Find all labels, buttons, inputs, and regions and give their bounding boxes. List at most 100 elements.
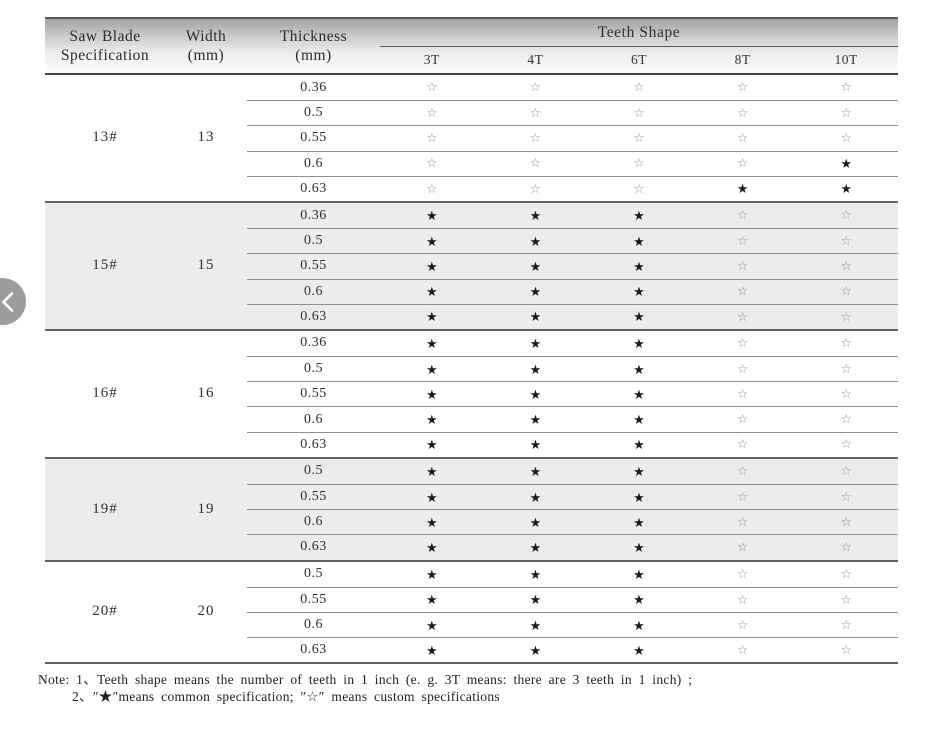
star-hollow-icon: ☆: [840, 642, 852, 657]
star-filled-icon: ★: [633, 592, 645, 608]
table-row: 0.63 ★ ★ ★ ☆ ☆: [247, 431, 898, 457]
star-filled-icon: ★: [633, 566, 645, 582]
thickness-cell: 0.63: [300, 180, 327, 196]
star-filled-icon: ★: [633, 233, 645, 249]
thickness-cell: 0.63: [300, 436, 327, 452]
thickness-cell: 0.6: [304, 411, 323, 427]
star-hollow-icon: ☆: [736, 80, 749, 95]
header-col-10t: 10T: [834, 52, 858, 68]
table-row: 0.5 ☆ ☆ ☆ ☆ ☆: [247, 100, 898, 125]
star-hollow-icon: ☆: [736, 412, 749, 427]
header-spec-line1: Saw Blade: [69, 28, 141, 45]
note-line-2: 2、″★″means common specification; ″☆″ mea…: [72, 689, 500, 704]
star-hollow-icon: ☆: [840, 259, 852, 274]
thickness-cell: 0.63: [300, 539, 327, 555]
star-hollow-icon: ☆: [840, 515, 852, 530]
star-hollow-icon: ☆: [529, 80, 541, 95]
star-filled-icon: ★: [529, 489, 542, 505]
star-filled-icon: ★: [633, 412, 645, 428]
thickness-cell: 0.55: [300, 386, 327, 402]
table-row: 0.6 ★ ★ ★ ☆ ☆: [247, 278, 898, 304]
star-hollow-icon: ☆: [426, 181, 438, 196]
star-filled-icon: ★: [529, 335, 542, 351]
header-thickness-line2: (mm): [295, 47, 332, 64]
star-filled-icon: ★: [529, 437, 542, 453]
star-hollow-icon: ☆: [736, 515, 749, 530]
star-filled-icon: ★: [529, 566, 542, 582]
star-filled-icon: ★: [529, 284, 542, 300]
table-row: 0.6 ★ ★ ★ ☆ ☆: [247, 406, 898, 431]
star-hollow-icon: ☆: [840, 464, 852, 479]
star-hollow-icon: ☆: [736, 156, 749, 171]
table-row: 0.5 ★ ★ ★ ☆ ☆: [247, 459, 898, 484]
section-rows: 0.5 ★ ★ ★ ☆ ☆ 0.55 ★ ★ ★ ☆ ☆ 0.6 ★ ★ ★ ☆ ☆ 0.63 ★ ★ ★ ☆ ☆: [247, 459, 898, 560]
spec-section-15: 15# 15 0.36 ★ ★ ★ ☆ ☆ 0.5 ★ ★ ★ ☆ ☆ 0.55 ★ ★ ★ ☆ ☆ 0.6 ★ ★ ★ ☆ ☆ 0…: [45, 200, 898, 329]
thickness-cell: 0.5: [304, 105, 323, 121]
thickness-cell: 0.36: [300, 335, 327, 351]
header-thickness-line1: Thickness: [279, 28, 348, 45]
star-hollow-icon: ☆: [840, 208, 852, 223]
star-filled-icon: ★: [633, 361, 645, 377]
star-filled-icon: ★: [425, 208, 438, 224]
star-hollow-icon: ☆: [736, 387, 749, 402]
star-filled-icon: ★: [425, 284, 438, 300]
table-header: Saw Blade Specification Width (mm) Thick…: [45, 17, 898, 75]
spec-cell: 13#: [92, 129, 118, 146]
star-filled-icon: ★: [529, 361, 542, 377]
table-row: 0.63 ★ ★ ★ ☆ ☆: [247, 534, 898, 559]
table-row: 0.6 ★ ★ ★ ☆ ☆: [247, 611, 898, 637]
star-filled-icon: ★: [425, 361, 438, 377]
table-row: 0.5 ★ ★ ★ ☆ ☆: [247, 562, 898, 587]
carousel-prev-button[interactable]: [0, 278, 26, 325]
thickness-cell: 0.5: [304, 566, 323, 582]
star-filled-icon: ★: [529, 463, 542, 479]
table-row: 0.55 ★ ★ ★ ☆ ☆: [247, 381, 898, 406]
section-rows: 0.36 ☆ ☆ ☆ ☆ ☆ 0.5 ☆ ☆ ☆ ☆ ☆ 0.55 ☆ ☆ ☆ ☆ ☆ 0.6 ☆ ☆ ☆ ☆ ★ 0.63 ☆ ☆…: [247, 75, 898, 201]
star-filled-icon: ★: [529, 386, 542, 402]
star-hollow-icon: ☆: [840, 489, 852, 504]
header-col-4t: 4T: [527, 52, 544, 68]
star-hollow-icon: ☆: [736, 106, 749, 121]
table-row: 0.36 ★ ★ ★ ☆ ☆: [247, 203, 898, 228]
star-hollow-icon: ☆: [736, 437, 749, 452]
header-width-line2: (mm): [187, 47, 225, 64]
star-filled-icon: ★: [425, 642, 438, 658]
star-filled-icon: ★: [633, 437, 645, 453]
thickness-cell: 0.5: [304, 233, 323, 249]
table-row: 0.36 ★ ★ ★ ☆ ☆: [247, 331, 898, 356]
star-filled-icon: ★: [529, 233, 542, 249]
star-hollow-icon: ☆: [840, 566, 852, 581]
star-hollow-icon: ☆: [736, 566, 749, 581]
star-hollow-icon: ☆: [840, 106, 852, 121]
star-filled-icon: ★: [633, 463, 645, 479]
thickness-cell: 0.36: [300, 207, 327, 223]
star-hollow-icon: ☆: [840, 412, 852, 427]
thickness-cell: 0.55: [300, 591, 327, 607]
spec-section-20: 20# 20 0.5 ★ ★ ★ ☆ ☆ 0.55 ★ ★ ★ ☆ ☆ 0.6 ★ ★ ★ ☆ ☆ 0.63 ★ ★ ★ ☆ ☆: [45, 559, 898, 663]
star-hollow-icon: ☆: [736, 131, 749, 146]
header-teeth-shape: Teeth Shape: [380, 19, 898, 48]
header-thickness: Thickness (mm): [247, 19, 380, 73]
table-row: 0.6 ★ ★ ★ ☆ ☆: [247, 509, 898, 534]
table-row: 0.5 ★ ★ ★ ☆ ☆: [247, 356, 898, 381]
star-filled-icon: ★: [425, 309, 438, 325]
star-hollow-icon: ☆: [736, 284, 749, 299]
star-hollow-icon: ☆: [840, 540, 852, 555]
star-filled-icon: ★: [633, 617, 645, 633]
star-filled-icon: ★: [633, 208, 645, 224]
star-filled-icon: ★: [633, 309, 645, 325]
star-filled-icon: ★: [529, 642, 542, 658]
star-hollow-icon: ☆: [736, 309, 749, 324]
star-filled-icon: ★: [529, 592, 542, 608]
star-hollow-icon: ☆: [840, 309, 852, 324]
star-hollow-icon: ☆: [840, 284, 852, 299]
spec-table: Saw Blade Specification Width (mm) Thick…: [45, 17, 898, 665]
table-row: 0.55 ★ ★ ★ ☆ ☆: [247, 586, 898, 612]
star-filled-icon: ★: [529, 539, 542, 555]
star-hollow-icon: ☆: [736, 617, 749, 632]
thickness-cell: 0.55: [300, 258, 327, 274]
thickness-cell: 0.55: [300, 130, 327, 146]
star-hollow-icon: ☆: [840, 131, 852, 146]
star-hollow-icon: ☆: [840, 233, 852, 248]
star-hollow-icon: ☆: [529, 106, 541, 121]
